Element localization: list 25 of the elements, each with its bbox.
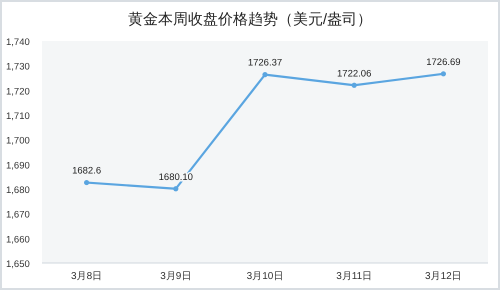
point bbox=[440, 71, 446, 76]
point bbox=[173, 186, 178, 192]
x-tick-label: 3月9日 bbox=[160, 271, 192, 282]
y-tick-label: 1,650 bbox=[6, 259, 30, 270]
y-tick-label: 1,740 bbox=[6, 37, 30, 48]
y-tick-label: 1,690 bbox=[6, 160, 30, 172]
y-tick-label: 1,720 bbox=[6, 86, 30, 98]
y-tick-label: 1,660 bbox=[6, 234, 30, 246]
x-tick-label: 3月8日 bbox=[71, 271, 102, 282]
data-label: 1726.69 bbox=[426, 56, 461, 68]
point bbox=[262, 72, 268, 78]
point bbox=[352, 82, 357, 88]
chart-title: 黄金本周收盘价格趋势（美元/盎司） bbox=[128, 11, 372, 28]
y-tick-label: 1,680 bbox=[6, 185, 30, 196]
x-tick-label: 3月11日 bbox=[336, 271, 372, 282]
y-tick-label: 1,700 bbox=[6, 136, 30, 147]
data-label: 1726.37 bbox=[248, 58, 282, 69]
y-tick-label: 1,670 bbox=[6, 210, 30, 221]
y-tick-label: 1,710 bbox=[6, 111, 30, 122]
y-tick-label: 1,730 bbox=[6, 62, 30, 73]
point bbox=[84, 180, 90, 186]
data-label: 1722.06 bbox=[337, 68, 372, 80]
x-tick-label: 3月10日 bbox=[246, 271, 284, 282]
data-label: 1682.6 bbox=[72, 166, 102, 177]
x-tick-label: 3月12日 bbox=[425, 271, 462, 282]
